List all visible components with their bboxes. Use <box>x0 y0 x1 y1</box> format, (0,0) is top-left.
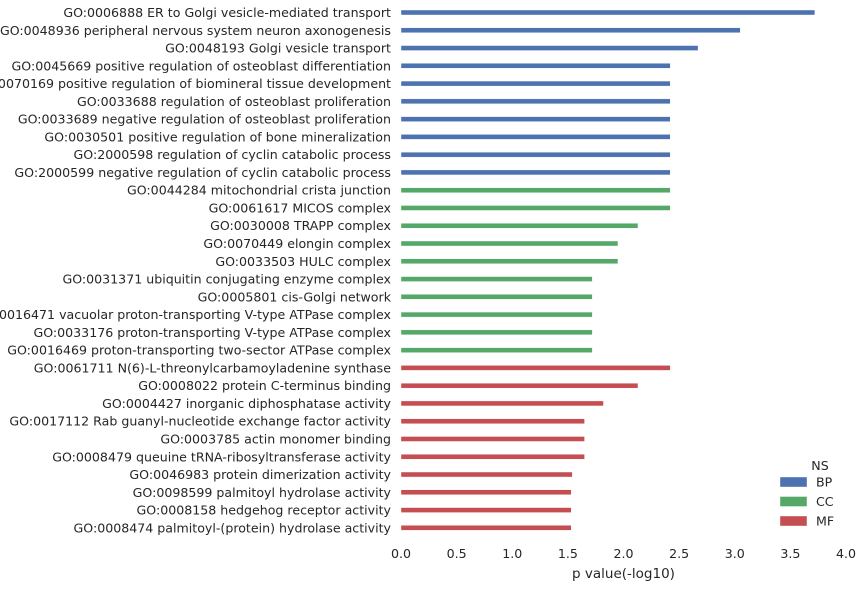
category-label: GO:0030008 TRAPP complex <box>210 218 391 233</box>
bar-bp-6 <box>400 116 671 122</box>
category-label: GO:0031371 ubiquitin conjugating enzyme … <box>62 272 391 287</box>
x-tick-label: 1.5 <box>558 546 578 561</box>
legend-label-bp: BP <box>816 475 833 490</box>
legend-label-mf: MF <box>816 514 834 529</box>
category-label: GO:0048193 Golgi vesicle transport <box>165 41 391 56</box>
bar-cc-13 <box>400 240 619 247</box>
bar-cc-16 <box>400 294 593 300</box>
category-label: GO:0033688 regulation of osteoblast prol… <box>77 94 391 109</box>
bar-bp-8 <box>400 151 671 158</box>
bar-mf-29 <box>400 525 572 531</box>
x-tick-label: 0.0 <box>391 546 411 561</box>
category-label: GO:0016469 proton-transporting two-secto… <box>7 343 391 358</box>
bar-mf-28 <box>400 507 572 513</box>
bar-bp-9 <box>400 169 671 176</box>
category-label: GO:0004427 inorganic diphosphatase activ… <box>102 396 391 411</box>
category-label: GO:0008474 palmitoyl-(protein) hydrolase… <box>74 520 392 535</box>
bar-cc-19 <box>400 347 593 353</box>
bar-mf-23 <box>400 418 585 424</box>
x-axis-label: p value(-log10) <box>572 566 675 582</box>
bar-bp-4 <box>400 80 671 87</box>
category-label: GO:0033503 HULC complex <box>215 254 391 269</box>
bar-cc-17 <box>400 311 593 318</box>
category-label: GO:0017112 Rab guanyl-nucleotide exchang… <box>9 414 391 429</box>
x-tick-label: 3.5 <box>780 546 800 561</box>
bar-bp-1 <box>400 27 741 33</box>
bar-bp-3 <box>400 63 671 69</box>
category-label: GO:0098599 palmitoyl hydrolase activity <box>133 485 392 500</box>
category-label: GO:0030501 positive regulation of bone m… <box>44 129 391 144</box>
bar-cc-12 <box>400 223 639 229</box>
category-label: GO:2000599 negative regulation of cyclin… <box>14 165 391 180</box>
bar-mf-27 <box>400 489 572 495</box>
bar-bp-7 <box>400 134 671 140</box>
x-tick-label: 3.0 <box>725 546 745 561</box>
bar-cc-14 <box>400 258 619 264</box>
bar-cc-18 <box>400 329 593 336</box>
category-label: GO:0008479 queuine tRNA-ribosyltransfera… <box>52 449 391 464</box>
bar-mf-25 <box>400 454 585 460</box>
category-label: GO:0003785 actin monomer binding <box>160 431 391 446</box>
category-label: GO:0061711 N(6)-L-threonylcarbamoyladeni… <box>34 360 391 375</box>
category-label: GO:0033176 proton-transporting V-type AT… <box>33 325 391 340</box>
bar-mf-26 <box>400 471 573 478</box>
x-tick-label: 0.5 <box>447 546 467 561</box>
category-label: GO:2000598 regulation of cyclin cataboli… <box>74 147 392 162</box>
bar-cc-10 <box>400 187 671 193</box>
x-tick-label: 1.0 <box>502 546 522 561</box>
bar-bp-2 <box>400 45 699 51</box>
bar-mf-20 <box>400 365 671 371</box>
legend-swatch-mf <box>779 515 808 527</box>
category-label: GO:0005801 cis-Golgi network <box>198 289 392 304</box>
x-tick-label: 2.5 <box>669 546 689 561</box>
x-tick-label: 2.0 <box>613 546 633 561</box>
category-label: GO:0008158 hedgehog receptor activity <box>137 503 392 518</box>
bar-cc-15 <box>400 276 593 282</box>
category-label: GO:0016471 vacuolar proton-transporting … <box>0 307 392 322</box>
bar-mf-22 <box>400 400 604 407</box>
category-label: GO:0061617 MICOS complex <box>209 200 392 215</box>
bar-bp-0 <box>400 9 816 16</box>
category-label: GO:0048936 peripheral nervous system neu… <box>0 23 391 38</box>
legend-title: NS <box>811 458 828 473</box>
category-label: GO:0070169 positive regulation of biomin… <box>0 76 391 91</box>
category-label: GO:0008022 protein C-terminus binding <box>138 378 391 393</box>
category-label: GO:0045669 positive regulation of osteob… <box>12 58 392 73</box>
x-tick-label: 4.0 <box>836 546 856 561</box>
category-label: GO:0044284 mitochondrial crista junction <box>127 183 391 198</box>
legend-label-cc: CC <box>816 494 834 509</box>
bar-mf-21 <box>400 382 639 389</box>
category-label: GO:0006888 ER to Golgi vesicle-mediated … <box>63 5 391 20</box>
legend-swatch-bp <box>779 476 808 488</box>
bar-mf-24 <box>400 436 585 442</box>
category-label: GO:0046983 protein dimerization activity <box>129 467 391 482</box>
legend-swatch-cc <box>779 496 808 507</box>
bar-cc-11 <box>400 205 671 211</box>
bar-bp-5 <box>400 98 671 105</box>
category-label: GO:0033689 negative regulation of osteob… <box>18 112 391 127</box>
category-label: GO:0070449 elongin complex <box>203 236 391 251</box>
